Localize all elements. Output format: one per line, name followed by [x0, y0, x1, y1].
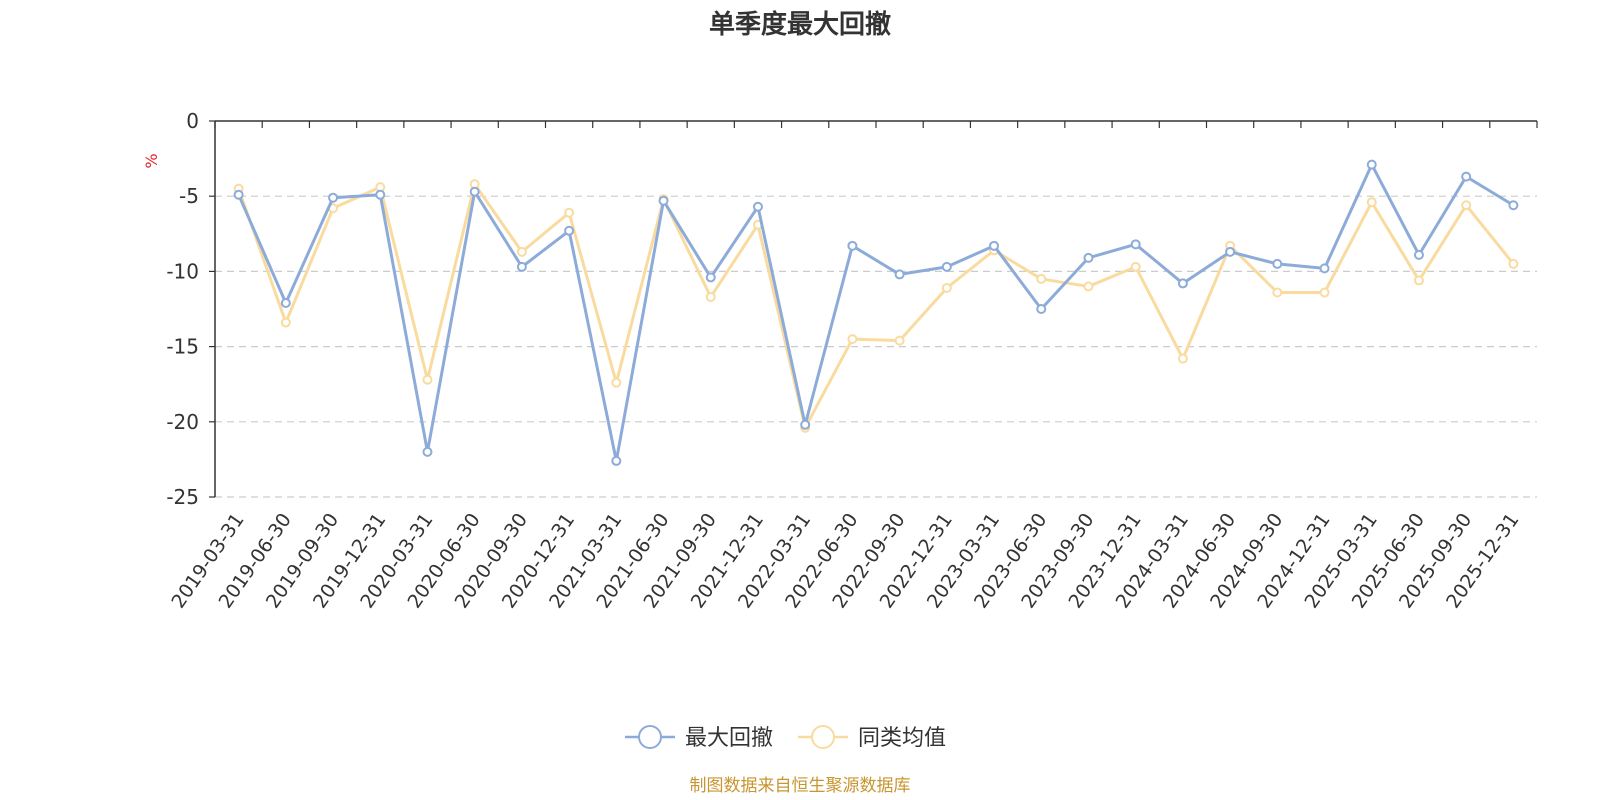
series-1-point-4: [422, 374, 433, 385]
y-tick-label-1: -5: [179, 184, 199, 208]
source-note: 制图数据来自恒生聚源数据库: [690, 776, 911, 796]
y-tick-label-0: 0: [186, 109, 199, 133]
series-0-point-24: [1366, 159, 1377, 170]
legend[interactable]: 最大回撤 同类均值: [625, 725, 946, 751]
series-0-point-26: [1461, 171, 1472, 182]
series-1-point-8: [611, 377, 622, 388]
y-axis-unit: %: [142, 153, 161, 168]
series-0-point-0: [233, 189, 244, 200]
series-0-point-22: [1272, 258, 1283, 269]
y-tick-label-4: -20: [166, 410, 199, 434]
series-0-point-3: [375, 189, 386, 200]
y-tick-label-2: -10: [166, 259, 199, 283]
y-axis-ticks: 0 -5 -10 -15 -20 -25: [166, 109, 199, 509]
series-0-point-25: [1413, 249, 1424, 260]
series-0-point-7: [564, 225, 575, 236]
series-1-point-1: [280, 317, 291, 328]
series-1-point-20: [1177, 353, 1188, 364]
series-1-point-6: [516, 246, 527, 257]
series-0-point-4: [422, 446, 433, 457]
series-1-point-13: [847, 334, 858, 345]
series-0-point-19: [1130, 239, 1141, 250]
series-1-point-26: [1461, 200, 1472, 211]
legend-label-1: 同类均值: [858, 726, 946, 751]
chart-title: 单季度最大回撤: [709, 9, 891, 40]
series-0-point-11: [752, 201, 763, 212]
series-0-point-15: [941, 261, 952, 272]
series-0-point-5: [469, 186, 480, 197]
series-1-point-25: [1413, 275, 1424, 286]
series-0-point-17: [1036, 304, 1047, 314]
series-1-point-15: [941, 282, 952, 293]
legend-item-1[interactable]: 同类均值: [798, 725, 946, 751]
series-0-point-9: [658, 195, 669, 206]
series-0-point-23: [1319, 263, 1330, 274]
series-0-point-20: [1177, 278, 1188, 289]
series-0-point-14: [894, 269, 905, 280]
series-1-point-27: [1508, 258, 1519, 269]
series-line-1: [237, 182, 1515, 430]
y-tick-label-3: -15: [166, 335, 199, 359]
series-0-point-10: [705, 272, 716, 283]
grid-lines: [215, 195, 1537, 498]
series-1-point-14: [894, 335, 905, 346]
series-0-point-18: [1083, 252, 1094, 263]
series-line-0: [237, 163, 1515, 463]
series-1-point-7: [564, 207, 575, 218]
series-layer: [233, 159, 1519, 466]
series-0-point-13: [847, 240, 858, 251]
legend-marker-1: [811, 725, 835, 749]
series-0-point-6: [516, 261, 527, 272]
series-1-point-18: [1083, 281, 1094, 292]
series-1-point-23: [1319, 287, 1330, 298]
series-0-point-27: [1508, 200, 1519, 211]
legend-marker-0: [638, 725, 662, 749]
x-axis-ticks: 2019-03-312019-06-302019-09-302019-12-31…: [167, 509, 1523, 612]
legend-label-0: 最大回撤: [685, 726, 773, 751]
series-1-point-22: [1272, 287, 1283, 298]
series-0-point-8: [611, 455, 622, 466]
series-0-point-21: [1225, 246, 1236, 257]
legend-item-0[interactable]: 最大回撤: [625, 725, 773, 751]
series-0-point-12: [800, 419, 811, 430]
series-0-point-2: [328, 192, 339, 203]
series-1-point-10: [705, 291, 716, 302]
series-1-point-19: [1130, 261, 1141, 272]
series-0-point-16: [989, 240, 1000, 251]
series-1-point-24: [1366, 197, 1377, 208]
axes: [209, 120, 1538, 498]
series-0-point-1: [280, 297, 291, 308]
y-tick-label-5: -25: [166, 485, 199, 509]
series-1-point-17: [1036, 273, 1047, 284]
